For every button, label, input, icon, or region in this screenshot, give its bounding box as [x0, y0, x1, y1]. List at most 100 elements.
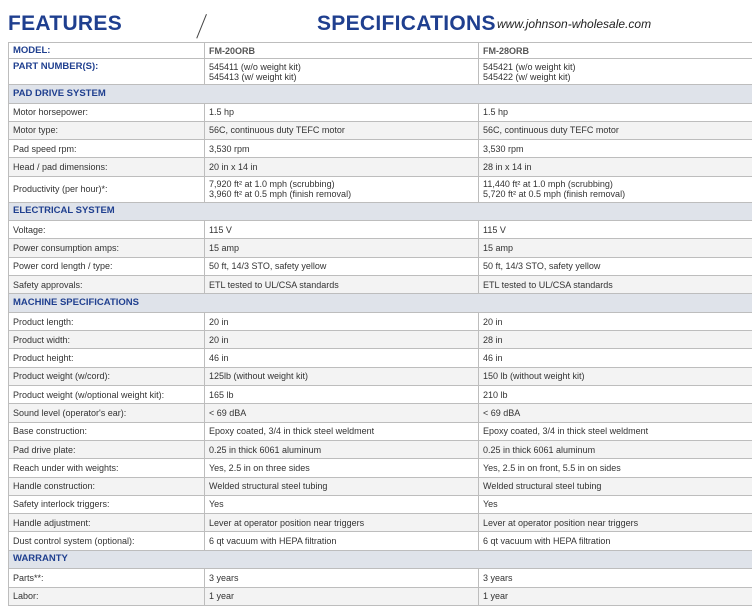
table-row: Product weight (w/optional weight kit): … [8, 385, 752, 405]
spec-table: MODEL: FM-20ORB FM-28ORB PART NUMBER(S):… [8, 42, 752, 606]
row-value-1: 50 ft, 14/3 STO, safety yellow [204, 256, 479, 277]
row-label: Reach under with weights: [8, 458, 205, 478]
table-row: Safety interlock triggers: Yes Yes [8, 494, 752, 515]
row-value-2: 46 in [478, 348, 752, 368]
row-value-2: Yes [478, 494, 752, 515]
table-row: Reach under with weights: Yes, 2.5 in on… [8, 458, 752, 478]
row-value-2: 210 lb [478, 385, 752, 405]
part-number-line: 545413 (w/ weight kit) [209, 71, 297, 82]
part-number-label: PART NUMBER(S): [8, 58, 205, 85]
table-row: Productivity (per hour)*: 7,920 ft² at 1… [8, 175, 752, 203]
row-value-2: Epoxy coated, 3/4 in thick steel weldmen… [478, 421, 752, 441]
productivity-line: 3,960 ft² at 0.5 mph (finish removal) [209, 189, 352, 200]
productivity-line: 5,720 ft² at 0.5 mph (finish removal) [483, 189, 626, 200]
row-label: Voltage: [8, 220, 205, 240]
row-value-1: 46 in [204, 348, 479, 368]
row-label: Handle construction: [8, 476, 205, 496]
productivity-line: 7,920 ft² at 1.0 mph (scrubbing) [209, 179, 335, 190]
heading-divider [196, 14, 207, 39]
row-value-1: 1 year [204, 586, 479, 606]
page-header: FEATURES SPECIFICATIONS www.johnson-whol… [0, 0, 752, 41]
table-row: Product width: 20 in 28 in [8, 330, 752, 350]
row-label: Base construction: [8, 421, 205, 441]
row-label: Product weight (w/optional weight kit): [8, 385, 205, 405]
table-row: Product height: 46 in 46 in [8, 348, 752, 368]
row-label: Power consumption amps: [8, 238, 205, 258]
table-row: Motor horsepower: 1.5 hp 1.5 hp [8, 102, 752, 122]
row-value-1: 0.25 in thick 6061 aluminum [204, 439, 479, 460]
part-number-row: PART NUMBER(S): 545411 (w/o weight kit) … [8, 58, 752, 85]
website-url: www.johnson-wholesale.com [497, 17, 652, 31]
row-value-2: 20 in [478, 311, 752, 332]
model-label: MODEL: [8, 42, 205, 59]
row-value-2: 50 ft, 14/3 STO, safety yellow [478, 256, 752, 277]
row-value-1: 3 years [204, 568, 479, 588]
row-label: Safety interlock triggers: [8, 494, 205, 515]
section-header: ELECTRICAL SYSTEM [8, 201, 752, 222]
row-value-1: 15 amp [204, 238, 479, 258]
model-value-1: FM-20ORB [204, 42, 479, 59]
section-title: WARRANTY [8, 549, 752, 570]
row-value-1: 125lb (without weight kit) [204, 366, 479, 387]
row-value-1: Welded structural steel tubing [204, 476, 479, 496]
section-header: WARRANTY [8, 549, 752, 570]
row-value-2: < 69 dBA [478, 403, 752, 423]
row-value-1: 7,920 ft² at 1.0 mph (scrubbing) 3,960 f… [204, 175, 479, 203]
table-row: Power cord length / type: 50 ft, 14/3 ST… [8, 256, 752, 277]
part-number-line: 545422 (w/ weight kit) [483, 71, 571, 82]
table-row: Base construction: Epoxy coated, 3/4 in … [8, 421, 752, 441]
features-heading: FEATURES [8, 12, 123, 35]
row-value-1: 115 V [204, 220, 479, 240]
row-value-2: 56C, continuous duty TEFC motor [478, 120, 752, 141]
row-label: Product length: [8, 311, 205, 332]
row-value-2: 28 in [478, 330, 752, 350]
row-value-1: < 69 dBA [204, 403, 479, 423]
section-header: PAD DRIVE SYSTEM [8, 84, 752, 104]
row-value-2: 11,440 ft² at 1.0 mph (scrubbing) 5,720 … [478, 175, 752, 203]
row-value-2: 1 year [478, 586, 752, 606]
part-number-value-2: 545421 (w/o weight kit) 545422 (w/ weigh… [478, 58, 752, 85]
table-row: Motor type: 56C, continuous duty TEFC mo… [8, 120, 752, 141]
row-label: Labor: [8, 586, 205, 606]
table-row: Handle construction: Welded structural s… [8, 476, 752, 496]
row-value-1: Lever at operator position near triggers [204, 513, 479, 533]
row-label: Dust control system (optional): [8, 531, 205, 551]
row-label: Head / pad dimensions: [8, 157, 205, 177]
row-label: Product height: [8, 348, 205, 368]
row-value-1: 56C, continuous duty TEFC motor [204, 120, 479, 141]
table-row: Sound level (operator's ear): < 69 dBA <… [8, 403, 752, 423]
part-number-value-1: 545411 (w/o weight kit) 545413 (w/ weigh… [204, 58, 479, 85]
row-label: Product weight (w/cord): [8, 366, 205, 387]
table-row: Pad speed rpm: 3,530 rpm 3,530 rpm [8, 139, 752, 159]
row-value-2: 0.25 in thick 6061 aluminum [478, 439, 752, 460]
row-value-2: 3 years [478, 568, 752, 588]
row-label: Power cord length / type: [8, 256, 205, 277]
table-row: Head / pad dimensions: 20 in x 14 in 28 … [8, 157, 752, 177]
row-value-1: 1.5 hp [204, 102, 479, 122]
productivity-line: 11,440 ft² at 1.0 mph (scrubbing) [483, 179, 613, 190]
row-value-2: 150 lb (without weight kit) [478, 366, 752, 387]
section-title: PAD DRIVE SYSTEM [8, 84, 752, 104]
row-label: Motor type: [8, 120, 205, 141]
row-label: Productivity (per hour)*: [8, 175, 205, 203]
row-value-2: 115 V [478, 220, 752, 240]
row-value-1: Epoxy coated, 3/4 in thick steel weldmen… [204, 421, 479, 441]
row-label: Motor horsepower: [8, 102, 205, 122]
row-value-1: ETL tested to UL/CSA standards [204, 275, 479, 295]
part-number-line: 545421 (w/o weight kit) [483, 61, 576, 72]
table-row: Parts**: 3 years 3 years [8, 568, 752, 588]
table-row: Dust control system (optional): 6 qt vac… [8, 531, 752, 551]
specifications-heading: SPECIFICATIONS [317, 12, 496, 35]
row-value-1: 20 in [204, 311, 479, 332]
row-value-1: 20 in [204, 330, 479, 350]
row-value-1: Yes, 2.5 in on three sides [204, 458, 479, 478]
section-title: MACHINE SPECIFICATIONS [8, 293, 752, 313]
row-value-2: 6 qt vacuum with HEPA filtration [478, 531, 752, 551]
row-value-1: 6 qt vacuum with HEPA filtration [204, 531, 479, 551]
row-value-1: 3,530 rpm [204, 139, 479, 159]
row-value-2: Yes, 2.5 in on front, 5.5 in on sides [478, 458, 752, 478]
table-row: Safety approvals: ETL tested to UL/CSA s… [8, 275, 752, 295]
table-row: Product weight (w/cord): 125lb (without … [8, 366, 752, 387]
model-value-2: FM-28ORB [478, 42, 752, 59]
row-label: Pad speed rpm: [8, 139, 205, 159]
